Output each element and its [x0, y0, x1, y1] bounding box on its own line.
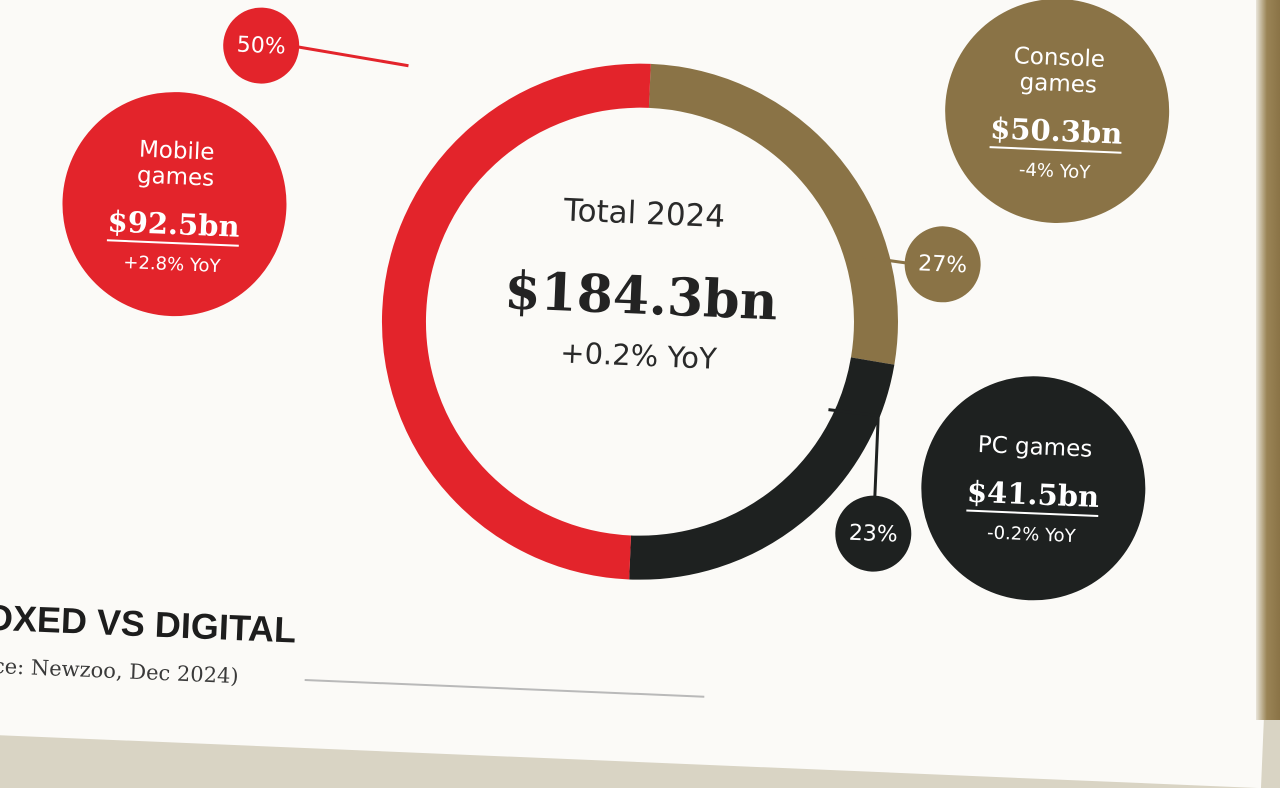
share-badges: 50% 27% 23% [223, 7, 981, 572]
bubble-console-games [945, 0, 1170, 223]
total-yoy: +0.2% YoY [560, 335, 718, 376]
bubble-yoy-console-games: -4% YoY [1019, 159, 1092, 183]
footer-rule [304, 678, 705, 698]
bubble-value-pc-games: $41.5bn [966, 475, 1099, 515]
share-label-pc-games: 23% [848, 521, 898, 548]
share-badge-pc-games [835, 495, 912, 572]
page-edge [1256, 0, 1280, 720]
bubble-name-console-games: games [1019, 69, 1097, 98]
bubble-mobile-games [62, 92, 287, 317]
bubble-name-mobile-games: games [136, 162, 214, 191]
bubble-name-console-games: Console [1013, 43, 1105, 73]
donut-segment-console-games [648, 63, 898, 365]
donut-ring [381, 63, 898, 580]
center-label: Total 2024 $184.3bn +0.2% YoY [503, 192, 779, 376]
total-title: Total 2024 [562, 192, 726, 235]
share-badge-mobile-games [223, 7, 300, 84]
bubble-name-pc-games: PC games [977, 432, 1092, 463]
bubble-pc-games [921, 376, 1146, 601]
bubble-yoy-mobile-games: +2.8% YoY [123, 252, 222, 277]
share-label-console-games: 27% [918, 251, 968, 278]
share-label-mobile-games: 50% [236, 33, 286, 60]
bubble-value-console-games: $50.3bn [990, 111, 1123, 151]
bubble-name-mobile-games: Mobile [138, 137, 214, 166]
source-note: rce: Newzoo, Dec 2024) [0, 653, 239, 688]
bubble-underline-mobile-games [106, 239, 239, 247]
total-value: $184.3bn [503, 260, 779, 332]
bubble-underline-pc-games [966, 509, 1099, 518]
section-title: OXED VS DIGITAL [0, 597, 297, 651]
bubble-underline-console-games [989, 146, 1122, 154]
donut-segment-mobile-games [381, 63, 651, 580]
donut-segment-pc-games [629, 357, 895, 580]
bubble-value-mobile-games: $92.5bn [107, 204, 240, 244]
share-badge-console-games [904, 226, 981, 303]
bubble-yoy-pc-games: -0.2% YoY [987, 522, 1077, 547]
